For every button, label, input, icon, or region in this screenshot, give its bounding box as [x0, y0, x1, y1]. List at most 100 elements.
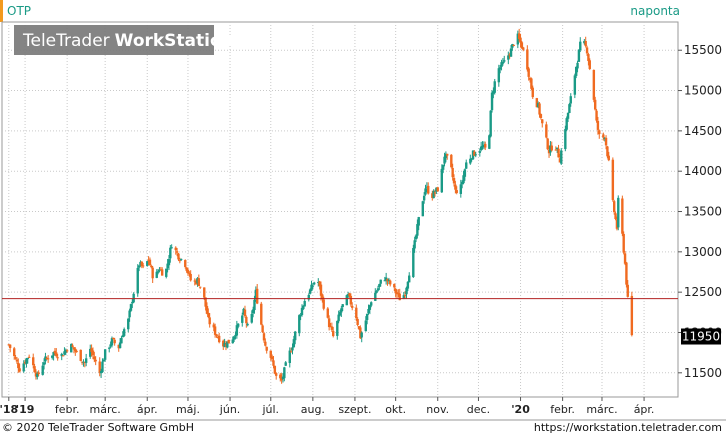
candle — [64, 348, 67, 356]
candle — [406, 281, 410, 292]
candle — [281, 373, 285, 383]
plot-area[interactable] — [1, 21, 679, 398]
candle — [291, 343, 294, 355]
candle — [89, 344, 92, 359]
candle — [501, 58, 505, 66]
candle — [46, 355, 50, 363]
candle — [607, 151, 610, 162]
candle — [375, 289, 378, 294]
candle — [370, 301, 373, 308]
candle — [65, 349, 69, 353]
candle — [584, 36, 587, 48]
candle — [241, 312, 244, 327]
candle — [621, 195, 624, 237]
candle — [194, 279, 198, 286]
candle — [160, 267, 164, 276]
candle — [298, 314, 301, 337]
candle — [261, 324, 264, 333]
candle — [118, 338, 122, 349]
candle — [598, 129, 601, 139]
candle — [169, 244, 172, 263]
candle — [602, 132, 605, 141]
candle — [460, 180, 464, 189]
candle — [71, 343, 74, 348]
y-tick-label: 13000 — [684, 245, 722, 259]
candle — [41, 362, 44, 376]
candle — [25, 357, 28, 368]
candle — [630, 291, 634, 337]
candle — [52, 351, 55, 361]
candle — [313, 281, 316, 286]
candle — [308, 288, 312, 295]
candle — [242, 307, 245, 316]
candle — [573, 73, 577, 99]
candle — [441, 164, 445, 174]
candle — [165, 268, 168, 279]
source-url[interactable]: https://workstation.teletrader.com — [534, 421, 722, 434]
candle — [459, 179, 463, 198]
candle — [560, 148, 563, 165]
candle — [197, 274, 201, 287]
candle — [355, 304, 358, 321]
candle — [235, 320, 239, 339]
candle — [526, 45, 529, 72]
candlestick-series — [7, 28, 634, 384]
candle — [236, 323, 240, 329]
candle — [148, 257, 152, 266]
candle — [109, 341, 112, 349]
candle — [279, 372, 282, 382]
x-axis: '18'19 febr. márc. ápr. máj. jún. júl. aug. szep… — [0, 397, 654, 416]
candle — [403, 291, 407, 299]
candle — [500, 59, 503, 71]
candle — [292, 335, 296, 348]
candle — [538, 102, 541, 118]
candle — [262, 331, 266, 343]
candle — [340, 306, 343, 317]
candle — [15, 356, 19, 364]
candle — [198, 286, 202, 290]
candle — [606, 145, 609, 159]
candle — [546, 137, 549, 151]
candle — [265, 346, 268, 354]
y-tick-label: 15500 — [684, 43, 722, 57]
candle — [479, 141, 483, 152]
candle — [175, 247, 179, 257]
candle — [554, 146, 558, 151]
candle — [251, 306, 255, 318]
candle — [376, 285, 380, 292]
candle — [470, 157, 473, 162]
candle — [378, 283, 381, 290]
candle — [178, 257, 182, 264]
candle — [141, 262, 145, 269]
period-label[interactable]: naponta — [630, 4, 680, 18]
candle — [386, 278, 389, 286]
candle — [196, 277, 199, 287]
candle — [585, 45, 589, 56]
candle — [489, 110, 492, 138]
watermark-product: WorkStation — [115, 31, 234, 51]
candle — [103, 349, 107, 362]
candle — [139, 260, 142, 267]
candle — [289, 347, 293, 353]
candle — [207, 308, 210, 319]
candle — [481, 141, 484, 150]
candle — [27, 354, 31, 359]
candle — [519, 34, 522, 48]
candle — [326, 307, 329, 319]
candle — [270, 354, 274, 362]
candle — [151, 265, 154, 284]
candle — [465, 159, 468, 169]
candle — [474, 151, 477, 158]
candle — [34, 369, 38, 380]
y-tick-label: 12500 — [684, 285, 722, 299]
candle — [33, 363, 36, 373]
candle — [246, 322, 249, 327]
candle — [493, 78, 496, 95]
candle — [108, 346, 111, 353]
candle — [213, 323, 217, 338]
candle — [79, 349, 82, 362]
y-tick-label: 13500 — [684, 205, 722, 219]
candle — [329, 322, 332, 328]
candle — [275, 372, 278, 380]
